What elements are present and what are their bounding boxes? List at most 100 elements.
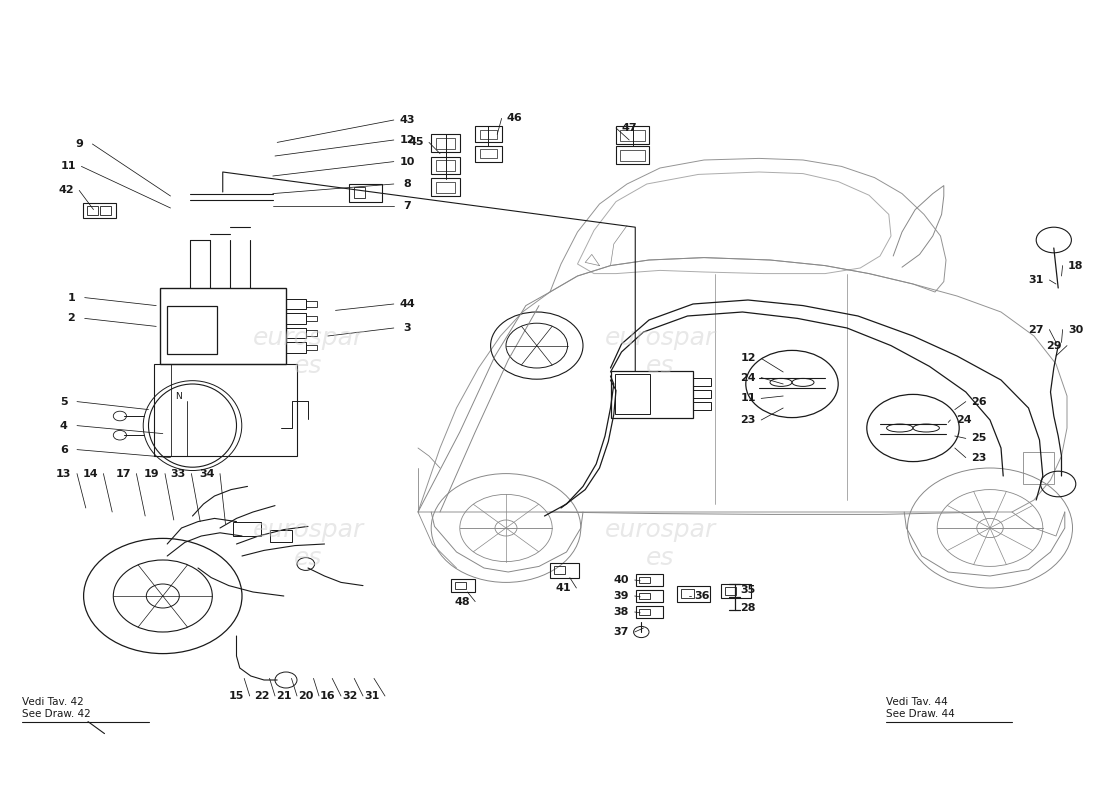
Text: 27: 27: [1028, 325, 1044, 334]
Bar: [550, 563, 579, 578]
Text: 35: 35: [740, 586, 756, 595]
Text: 21: 21: [276, 691, 292, 701]
Text: 2: 2: [67, 314, 76, 323]
Text: 6: 6: [59, 445, 68, 454]
Text: 45: 45: [408, 138, 424, 147]
Text: 11: 11: [60, 162, 76, 171]
Text: 46: 46: [507, 114, 522, 123]
Bar: [354, 187, 365, 198]
Bar: [639, 577, 650, 583]
Bar: [87, 206, 98, 215]
Bar: [286, 314, 306, 324]
Text: 43: 43: [399, 115, 415, 125]
Text: See Draw. 42: See Draw. 42: [22, 709, 90, 718]
Bar: [720, 584, 751, 598]
Bar: [350, 184, 383, 202]
Text: 44: 44: [399, 299, 415, 309]
Bar: [270, 530, 292, 542]
Text: 29: 29: [1046, 341, 1062, 350]
Text: 17: 17: [116, 469, 131, 478]
Text: 25: 25: [971, 434, 987, 443]
Bar: [306, 302, 317, 307]
Text: 7: 7: [403, 202, 411, 211]
Bar: [451, 579, 475, 592]
Bar: [306, 345, 317, 350]
Bar: [306, 330, 317, 336]
Text: 31: 31: [1028, 275, 1044, 285]
Text: 26: 26: [971, 397, 987, 406]
Text: eurospar
es: eurospar es: [604, 518, 716, 570]
Text: Vedi Tav. 42: Vedi Tav. 42: [22, 697, 84, 706]
Bar: [480, 149, 497, 158]
Bar: [620, 130, 645, 141]
Bar: [431, 134, 460, 152]
Bar: [1023, 452, 1054, 484]
Bar: [616, 126, 649, 144]
Bar: [636, 606, 663, 618]
Bar: [475, 126, 502, 142]
Text: 13: 13: [56, 469, 72, 478]
Text: 33: 33: [170, 469, 186, 478]
Text: 22: 22: [254, 691, 270, 701]
Bar: [286, 299, 306, 310]
Text: 38: 38: [614, 607, 629, 617]
Text: 12: 12: [740, 354, 756, 363]
Text: 3: 3: [404, 323, 410, 333]
Bar: [693, 402, 711, 410]
Bar: [636, 574, 663, 586]
Bar: [554, 566, 565, 574]
Bar: [82, 203, 116, 218]
Text: 8: 8: [403, 179, 411, 189]
Bar: [620, 150, 645, 161]
Text: 32: 32: [342, 691, 358, 701]
Text: 4: 4: [59, 421, 68, 430]
Bar: [639, 609, 650, 615]
Text: 16: 16: [320, 691, 336, 701]
Text: 34: 34: [199, 469, 214, 478]
Bar: [616, 146, 649, 164]
Bar: [154, 364, 297, 456]
Bar: [725, 587, 736, 595]
Text: 28: 28: [740, 603, 756, 613]
Bar: [167, 306, 217, 354]
Text: 18: 18: [1068, 261, 1084, 270]
Text: 39: 39: [614, 591, 629, 601]
Bar: [436, 182, 455, 193]
Text: 14: 14: [82, 469, 98, 478]
Bar: [676, 586, 710, 602]
Text: 36: 36: [694, 591, 710, 601]
Text: 15: 15: [229, 691, 244, 701]
Text: 19: 19: [144, 469, 159, 478]
Bar: [480, 130, 497, 139]
Text: 48: 48: [454, 597, 470, 606]
Text: 9: 9: [75, 139, 84, 149]
Text: 31: 31: [364, 691, 380, 701]
Text: 23: 23: [740, 415, 756, 425]
Text: 23: 23: [971, 453, 987, 462]
Text: 20: 20: [298, 691, 314, 701]
Text: 47: 47: [621, 123, 637, 133]
Bar: [436, 138, 455, 149]
Bar: [160, 288, 286, 364]
Text: 42: 42: [58, 186, 74, 195]
Bar: [436, 160, 455, 171]
Text: 24: 24: [956, 415, 971, 425]
Text: 11: 11: [740, 394, 756, 403]
Text: 12: 12: [399, 135, 415, 145]
Bar: [693, 390, 711, 398]
Text: 30: 30: [1068, 325, 1084, 334]
Bar: [639, 593, 650, 599]
Bar: [693, 378, 711, 386]
Text: 10: 10: [399, 157, 415, 166]
Bar: [100, 206, 111, 215]
Text: eurospar
es: eurospar es: [604, 326, 716, 378]
Bar: [306, 316, 317, 322]
Bar: [233, 522, 261, 536]
Bar: [475, 146, 502, 162]
Text: Vedi Tav. 44: Vedi Tav. 44: [886, 697, 947, 706]
Bar: [455, 582, 466, 589]
Bar: [610, 371, 693, 418]
Text: 37: 37: [614, 627, 629, 637]
Bar: [681, 589, 694, 598]
Text: See Draw. 44: See Draw. 44: [886, 709, 955, 718]
